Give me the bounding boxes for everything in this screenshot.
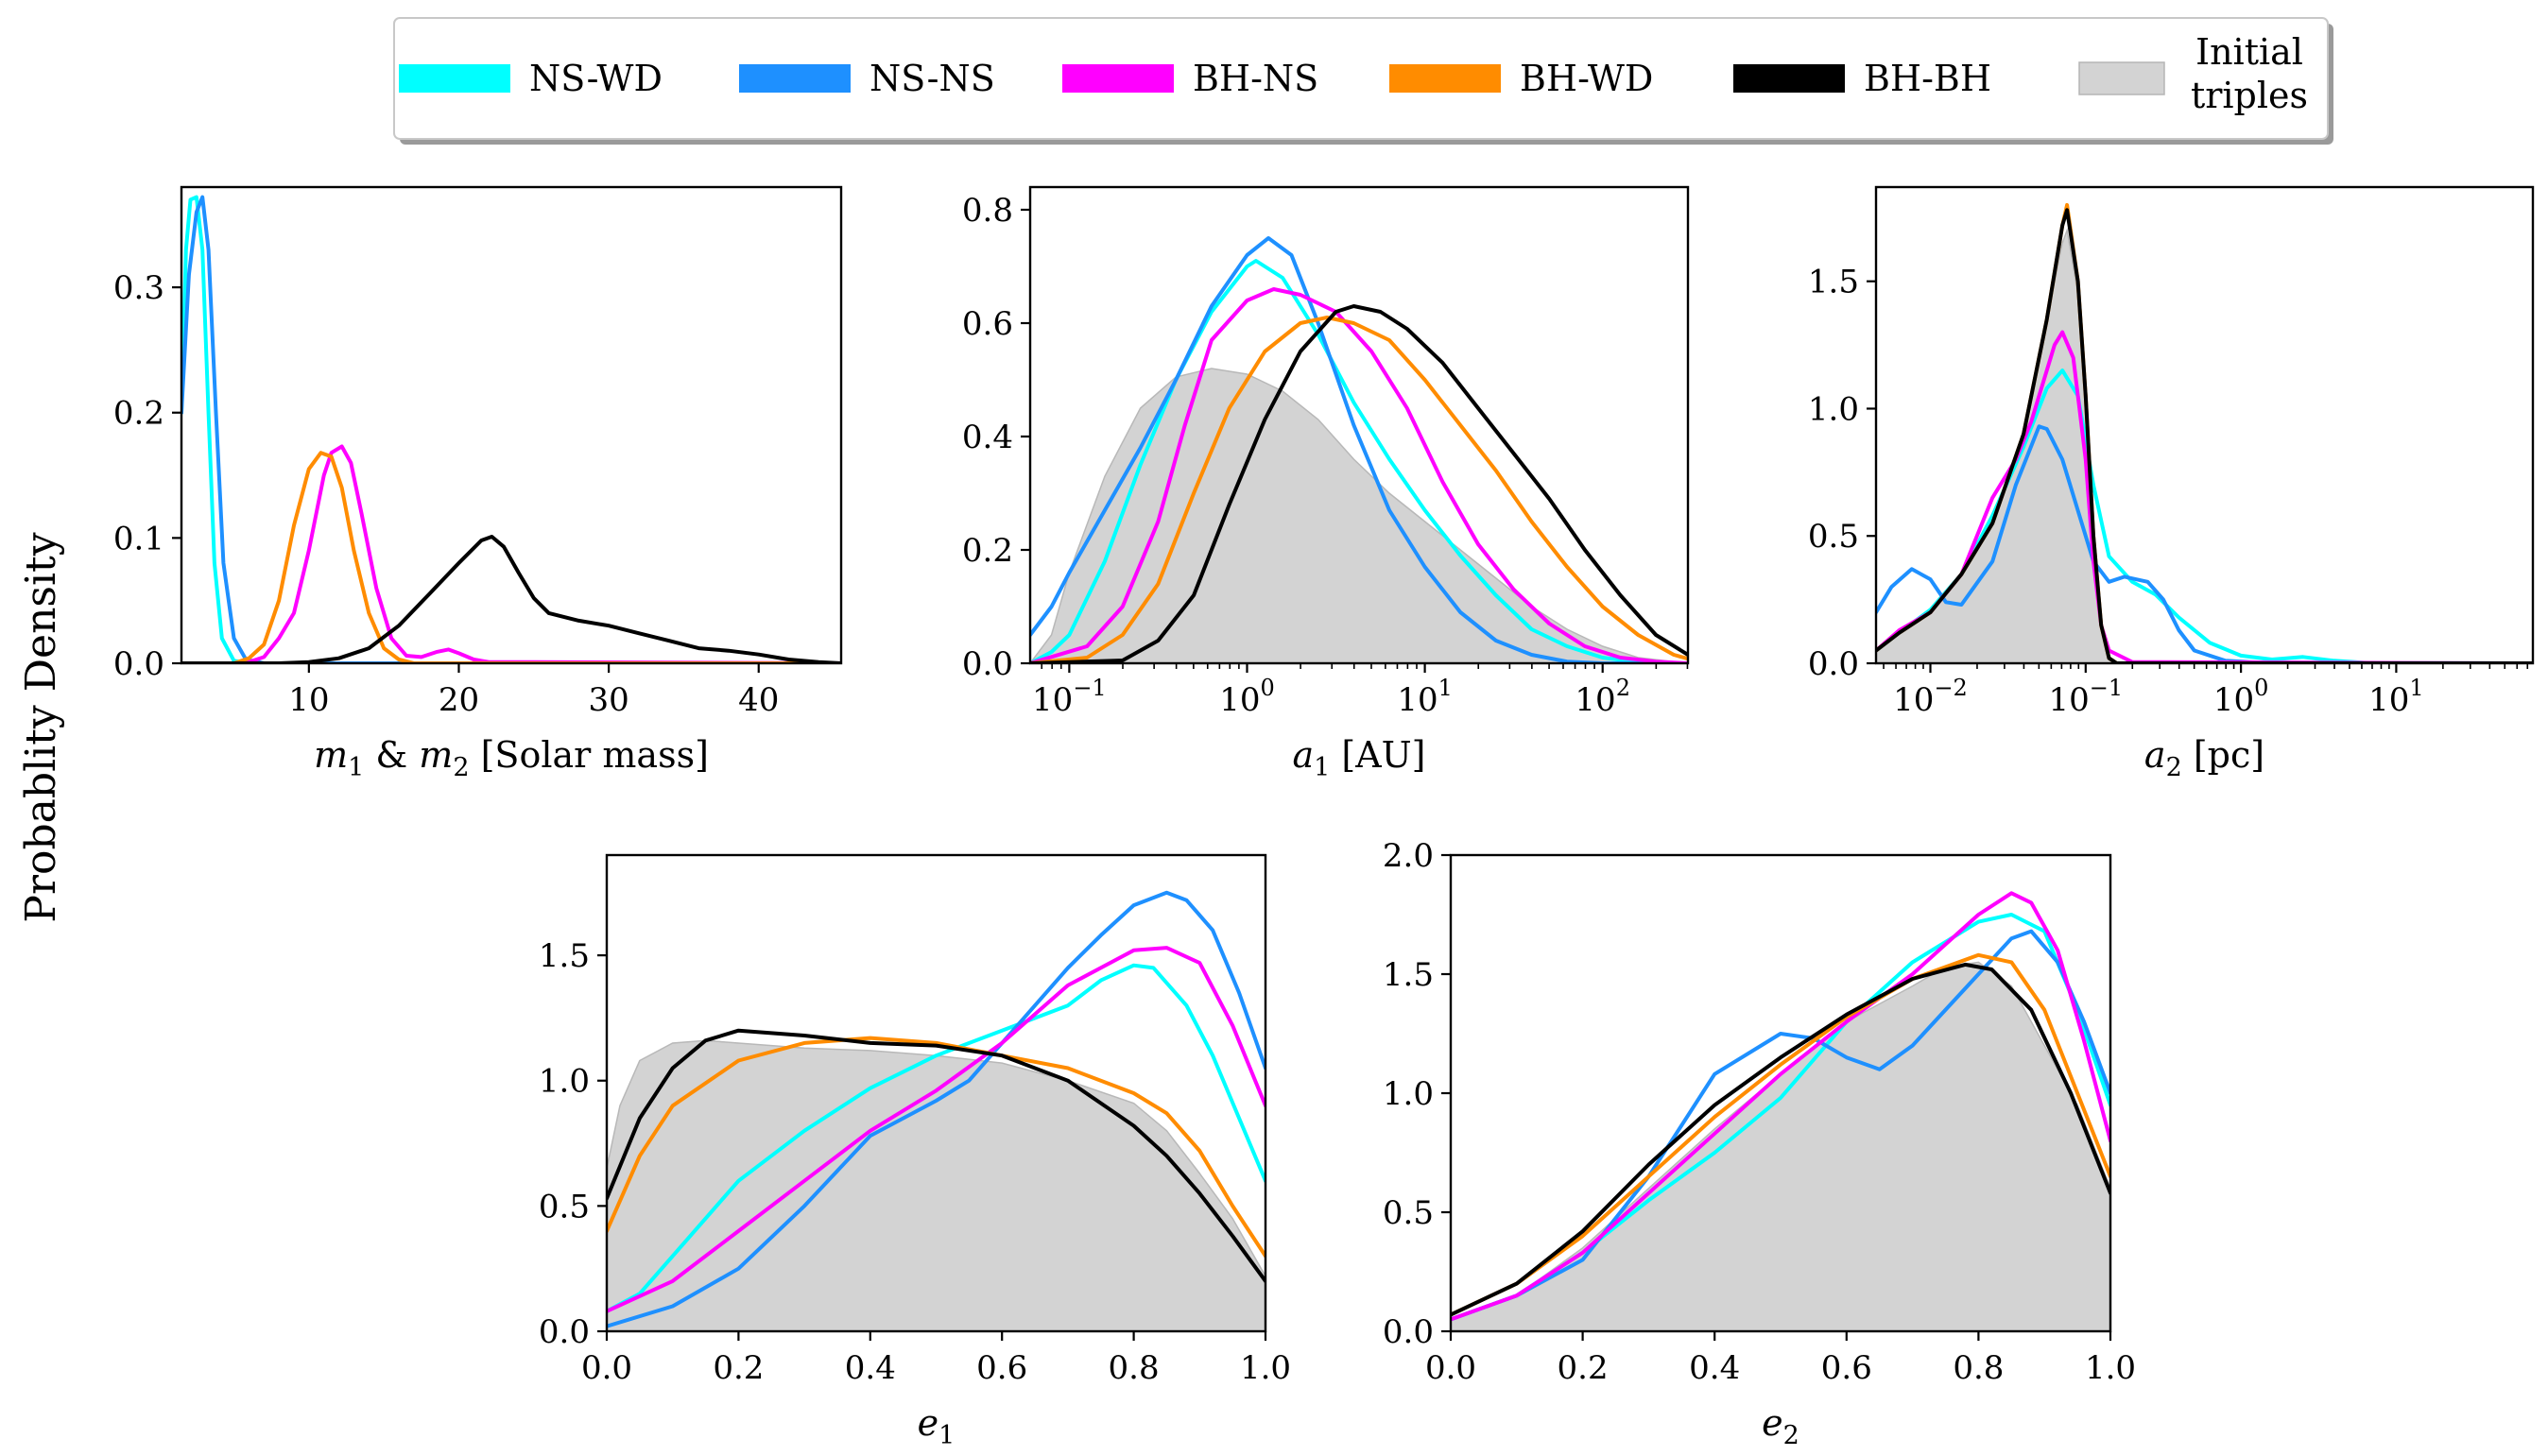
x-tick-label-m12: 10 <box>288 681 329 719</box>
x-tick-label-a2: 10−2 <box>1893 675 1968 719</box>
series-line-bh-bh-a1 <box>1030 304 1688 663</box>
x-axis-label-e1: e1 <box>918 1402 956 1450</box>
y-tick-label-a1: 0.2 <box>962 532 1013 570</box>
x-tick-label-e1: 1.0 <box>1240 1349 1291 1387</box>
x-tick-label-a1: 10−1 <box>1032 675 1107 719</box>
legend-label-initial-line1: Initial <box>2195 31 2303 73</box>
x-tick-label-e2: 0.2 <box>1558 1349 1609 1387</box>
legend-swatch-bh-wd <box>1389 64 1501 93</box>
x-tick-label-a1: 100 <box>1219 675 1275 719</box>
panel-a2: 0.0 0.5 1.0 1.5 10−2 10−1 100 101 a2 [pc] <box>1808 185 2535 782</box>
legend-swatch-bh-ns <box>1062 64 1174 93</box>
x-tick-label-m12: 40 <box>738 681 779 719</box>
y-tick-label-a1: 0.0 <box>962 645 1013 683</box>
y-tick-label-a2: 0.5 <box>1808 518 1859 556</box>
legend-swatch-ns-ns <box>739 64 851 93</box>
y-tick-label-e1: 1.5 <box>539 937 590 975</box>
x-tick-label-e1: 0.0 <box>581 1349 632 1387</box>
y-tick-label-e2: 0.5 <box>1383 1194 1434 1232</box>
series-line-ns-ns-e1 <box>607 890 1265 1328</box>
x-tick-label-a1: 101 <box>1397 675 1453 719</box>
y-tick-label-e2: 0.0 <box>1383 1313 1434 1351</box>
y-tick-label-a2: 1.0 <box>1808 390 1859 428</box>
x-tick-label-e1: 0.8 <box>1109 1349 1160 1387</box>
axes-frame-m12 <box>180 185 843 665</box>
legend-swatch-ns-wd <box>399 64 510 93</box>
legend-label-ns-ns: NS-NS <box>869 58 995 99</box>
x-tick-label-a2: 10−1 <box>2048 675 2123 719</box>
y-axis-label: Probablity Density <box>17 532 65 922</box>
y-tick-label-a1: 0.4 <box>962 419 1013 456</box>
legend-frame <box>393 17 2329 140</box>
y-tick-label-e1: 1.0 <box>539 1063 590 1101</box>
legend-label-ns-wd: NS-WD <box>529 58 663 99</box>
axes-frame-a1 <box>1028 185 1690 665</box>
legend-label-initial-line2: triples <box>2191 75 2308 116</box>
x-tick-label-e1: 0.2 <box>713 1349 764 1387</box>
series-line-ns-wd-e1 <box>607 963 1265 1313</box>
legend: NS-WD NS-NS BH-NS BH-WD BH-BH Initial tr… <box>393 17 2333 145</box>
y-tick-label-e1: 0.0 <box>539 1313 590 1351</box>
y-tick-label-a1: 0.6 <box>962 305 1013 343</box>
series-line-ns-ns-a1 <box>1030 236 1688 663</box>
panel-e2: 0.0 0.5 1.0 1.5 2.0 0.0 0.2 0.4 0.6 0.8 1.0 e2 <box>1383 837 2136 1450</box>
x-tick-label-a2: 101 <box>2368 675 2424 719</box>
series-line-ns-ns-a2 <box>1876 424 2533 663</box>
x-axis-label-e2: e2 <box>1762 1402 1799 1450</box>
legend-swatch-initial-triples <box>2078 61 2165 95</box>
x-tick-label-m12: 20 <box>439 681 479 719</box>
panel-a1: 0.0 0.2 0.4 0.6 0.8 10−1 100 101 102 a1 [AU] <box>962 185 1690 782</box>
series-line-bh-bh-e1 <box>607 1028 1265 1283</box>
series-line-bh-ns-a1 <box>1030 287 1688 663</box>
series-line-bh-bh-e2 <box>1451 962 2110 1317</box>
x-tick-label-a2: 100 <box>2213 675 2269 719</box>
x-tick-label-e2: 0.4 <box>1689 1349 1740 1387</box>
x-tick-label-a1: 102 <box>1575 675 1630 719</box>
series-line-ns-ns-e2 <box>1451 929 2110 1322</box>
y-tick-label-e2: 1.0 <box>1383 1075 1434 1113</box>
legend-swatch-bh-bh <box>1733 64 1845 93</box>
panel-m12: 0.0 0.1 0.2 0.3 10 20 30 40 m1 & m2 [Solar mass] <box>113 185 843 782</box>
x-tick-label-e1: 0.4 <box>845 1349 896 1387</box>
x-tick-label-e1: 0.6 <box>976 1349 1027 1387</box>
x-tick-label-e2: 1.0 <box>2085 1349 2136 1387</box>
legend-label-bh-bh: BH-BH <box>1864 58 1991 99</box>
y-tick-label-a1: 0.8 <box>962 192 1013 230</box>
y-tick-label-m12: 0.1 <box>113 520 164 557</box>
series-line-bh-wd-a1 <box>1030 316 1688 663</box>
axes-frame-e1 <box>605 853 1267 1333</box>
x-axis-label-a2: a2 [pc] <box>2144 734 2264 782</box>
x-tick-label-e2: 0.6 <box>1821 1349 1872 1387</box>
y-tick-label-m12: 0.2 <box>113 395 164 433</box>
x-tick-label-e2: 0.8 <box>1953 1349 2004 1387</box>
series-line-bh-wd-e2 <box>1451 952 2110 1317</box>
series-line-bh-wd-m12 <box>181 451 841 663</box>
series-line-bh-ns-m12 <box>181 444 841 663</box>
y-tick-label-m12: 0.3 <box>113 269 164 307</box>
x-tick-label-m12: 30 <box>588 681 628 719</box>
series-line-bh-bh-a2 <box>1876 208 2533 663</box>
y-tick-label-e2: 1.5 <box>1383 956 1434 994</box>
y-tick-label-e2: 2.0 <box>1383 837 1434 875</box>
y-tick-label-e1: 0.5 <box>539 1188 590 1225</box>
y-tick-label-m12: 0.0 <box>113 645 164 683</box>
panel-e1: 0.0 0.5 1.0 1.5 0.0 0.2 0.4 0.6 0.8 1.0 e1 <box>539 853 1291 1450</box>
x-tick-label-e2: 0.0 <box>1425 1349 1476 1387</box>
series-line-ns-wd-a1 <box>1030 259 1688 663</box>
axes-frame-a2 <box>1874 185 2535 665</box>
y-tick-label-a2: 0.0 <box>1808 645 1859 683</box>
legend-label-bh-wd: BH-WD <box>1520 58 1653 99</box>
x-axis-label-m12: m1 & m2 [Solar mass] <box>314 734 709 782</box>
series-line-bh-bh-m12 <box>181 535 841 663</box>
x-axis-label-a1: a1 [AU] <box>1292 734 1425 782</box>
series-line-bh-ns-e1 <box>607 946 1265 1313</box>
legend-label-bh-ns: BH-NS <box>1193 58 1318 99</box>
initial-triples-area-a2 <box>1876 227 2533 663</box>
y-tick-label-a2: 1.5 <box>1808 264 1859 301</box>
